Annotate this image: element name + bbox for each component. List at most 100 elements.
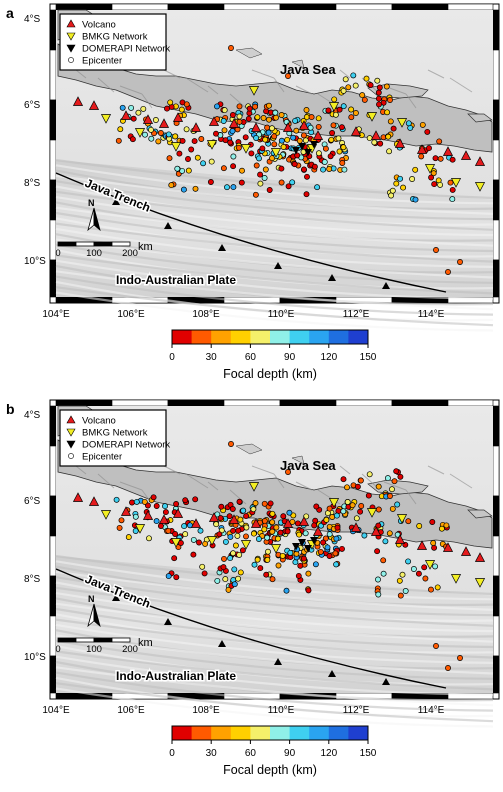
- legend-label: Volcano: [82, 416, 116, 427]
- bmkg-station: [270, 148, 282, 158]
- frame-bar: [492, 139, 500, 181]
- relief-streak: [55, 586, 494, 627]
- epicenter: [361, 532, 368, 539]
- bmkg-station: [450, 574, 462, 584]
- epicenter: [291, 161, 298, 168]
- epicenter: [246, 105, 253, 112]
- scale-tick-label: 100: [86, 644, 102, 655]
- epicenter: [165, 527, 172, 534]
- frame-bar: [492, 49, 500, 101]
- epicenter: [320, 166, 327, 173]
- bmkg-station: [134, 128, 146, 138]
- epicenter: [240, 507, 247, 514]
- epicenter: [385, 133, 392, 140]
- epicenter: [221, 555, 227, 562]
- terrain-shade: [273, 473, 285, 489]
- terrain-shade: [163, 69, 181, 79]
- epicenter: [290, 512, 297, 519]
- trench-tooth: [274, 262, 282, 269]
- epicenter: [330, 122, 337, 129]
- epicenter: [292, 117, 299, 124]
- terrain-shade: [97, 473, 115, 489]
- frame-bar: [492, 445, 500, 497]
- trench-tooth: [218, 640, 226, 647]
- relief-streak: [55, 671, 494, 712]
- epicenter: [367, 82, 374, 89]
- legend-label: Epicenter: [82, 56, 122, 67]
- epicenter: [400, 184, 407, 191]
- frame-bar: [49, 49, 57, 101]
- epicenter: [287, 549, 294, 556]
- epicenter: [229, 128, 236, 135]
- volcano-marker: [460, 150, 472, 160]
- epicenter: [457, 655, 463, 661]
- epicenter: [431, 544, 438, 551]
- frame-bar: [167, 3, 225, 11]
- epicenter: [412, 166, 419, 173]
- frame-bar: [55, 3, 113, 11]
- epicenter: [387, 97, 393, 103]
- frame-bar: [49, 535, 57, 577]
- terrain-shade: [251, 69, 275, 79]
- relief-streak: [55, 592, 494, 633]
- epicenter: [313, 503, 320, 510]
- epicenter: [264, 534, 271, 541]
- scale-tick-label: 200: [122, 248, 138, 259]
- epicenter: [135, 109, 142, 116]
- volcano-marker: [474, 156, 486, 166]
- domerapi-station: [310, 141, 318, 149]
- epicenter: [405, 518, 412, 525]
- epicenter: [394, 501, 401, 508]
- epicenter: [358, 503, 365, 509]
- lat-label: 6°S: [24, 100, 41, 111]
- relief-streak: [55, 666, 494, 707]
- relief-streak: [55, 259, 494, 300]
- volcano-marker: [190, 518, 202, 528]
- epicenter: [308, 114, 315, 121]
- epicenter: [235, 575, 242, 582]
- volcano-marker: [350, 522, 362, 532]
- epicenter: [213, 130, 219, 137]
- frame-bar: [492, 405, 500, 447]
- colorbar-tick-label: 30: [206, 352, 218, 363]
- epicenter: [255, 536, 262, 542]
- epicenter: [302, 137, 309, 144]
- frame-bar: [49, 179, 57, 221]
- epicenter: [363, 75, 370, 82]
- scale-tick-label: 200: [122, 644, 138, 655]
- epicenter: [307, 124, 314, 131]
- epicenter: [228, 45, 234, 51]
- epicenter: [225, 586, 232, 593]
- frame-bar: [391, 399, 449, 407]
- terrain-shade: [273, 77, 285, 93]
- epicenter: [266, 187, 273, 193]
- legend-symbol-bmkg-network: [66, 32, 76, 41]
- terrain-shade: [229, 93, 247, 109]
- frame-bar: [223, 3, 281, 11]
- depth-colorbar: 0 30 60 90 120 150 Focal depth (km): [169, 725, 377, 777]
- epicenter: [214, 103, 220, 110]
- small-island: [235, 47, 305, 69]
- epicenter: [300, 132, 307, 139]
- epicenter: [293, 127, 300, 134]
- epicenter: [384, 109, 391, 116]
- plate-label: Indo-Australian Plate: [116, 669, 236, 683]
- epicenter: [429, 519, 436, 525]
- frame-bar: [279, 3, 337, 11]
- epicenter: [166, 155, 173, 162]
- epicenter: [438, 525, 445, 532]
- legend-label: DOMERAPI Network: [82, 440, 170, 451]
- bmkg-station: [366, 112, 378, 122]
- trench-tooth: [328, 274, 336, 281]
- epicenter: [315, 150, 322, 157]
- epicenter: [227, 533, 234, 540]
- relief-streak: [55, 576, 494, 617]
- epicenter: [405, 120, 412, 127]
- epicenter: [359, 92, 366, 99]
- epicenter: [153, 503, 160, 509]
- volcano-marker: [190, 122, 202, 132]
